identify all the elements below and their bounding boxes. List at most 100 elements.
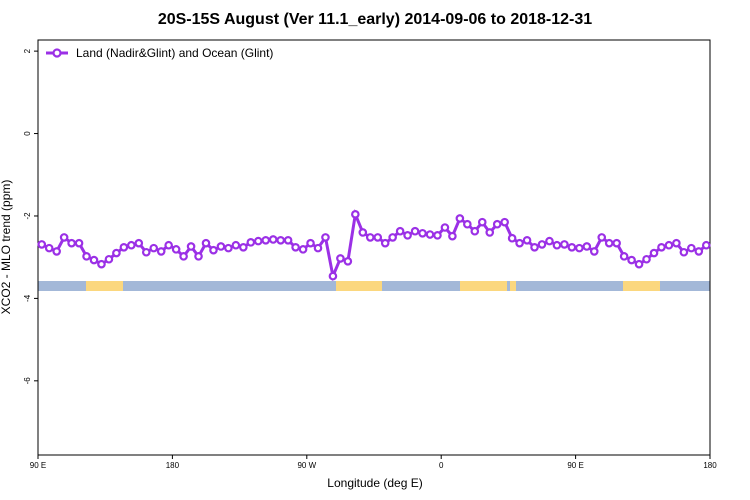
y-tick-label: 0	[23, 131, 32, 136]
data-point	[701, 240, 711, 250]
data-point	[634, 259, 644, 269]
legend-marker	[52, 48, 62, 58]
data-point	[380, 238, 390, 248]
data-point	[291, 242, 300, 252]
data-point	[216, 242, 226, 251]
data-point	[37, 240, 47, 249]
data-point	[403, 231, 412, 240]
data-point	[619, 252, 629, 261]
data-point	[89, 255, 99, 265]
x-tick-label: 90 E	[567, 461, 583, 470]
land-segment	[510, 281, 516, 291]
data-point	[261, 235, 271, 245]
data-point	[134, 238, 144, 248]
x-tick-label: 0	[439, 461, 444, 470]
data-point	[440, 223, 450, 232]
data-point	[567, 242, 577, 252]
data-point	[694, 247, 704, 256]
data-point	[425, 230, 435, 239]
data-point	[231, 240, 241, 250]
data-point	[59, 233, 69, 242]
y-tick-label: -6	[23, 377, 32, 385]
data-point	[298, 245, 308, 254]
data-point	[321, 233, 330, 242]
data-point	[156, 247, 166, 256]
plot-frame	[37, 39, 711, 456]
data-point	[194, 252, 203, 261]
land-segment	[86, 281, 123, 291]
data-point	[388, 233, 397, 242]
y-tick-label: 2	[23, 48, 32, 53]
data-point	[141, 247, 151, 257]
data-point	[500, 217, 509, 227]
x-tick-label: 90 E	[30, 461, 46, 470]
data-point	[67, 238, 76, 248]
data-point	[201, 238, 211, 248]
data-point	[470, 226, 480, 236]
data-point	[171, 245, 181, 254]
data-point	[433, 231, 442, 240]
data-point	[672, 238, 681, 248]
data-point	[657, 242, 666, 252]
data-point	[455, 214, 465, 223]
data-point	[268, 235, 278, 244]
data-point	[127, 240, 136, 250]
land-segment	[460, 281, 507, 291]
y-axis-label: XCO2 - MLO trend (ppm)	[0, 180, 13, 315]
x-tick-label: 180	[703, 461, 717, 470]
x-tick-label: 180	[166, 461, 180, 470]
data-point	[522, 235, 532, 245]
data-point	[448, 231, 457, 241]
data-point	[82, 252, 91, 261]
chart-title: 20S-15S August (Ver 11.1_early) 2014-09-…	[158, 11, 592, 28]
data-point	[351, 210, 360, 219]
data-point	[44, 243, 54, 253]
x-tick-label: 90 W	[297, 461, 316, 470]
data-point	[649, 248, 659, 258]
data-point	[313, 243, 323, 253]
data-point	[306, 238, 315, 248]
data-point	[485, 228, 495, 237]
data-point	[507, 233, 517, 243]
data-point	[575, 243, 584, 253]
data-point	[627, 255, 636, 265]
data-point	[97, 259, 106, 269]
legend-label: Land (Nadir&Glint) and Ocean (Glint)	[76, 46, 273, 60]
data-point	[492, 219, 502, 229]
data-point	[246, 238, 256, 247]
data-point	[604, 238, 614, 248]
data-point	[283, 235, 293, 245]
data-point	[679, 247, 689, 257]
data-point	[582, 242, 592, 251]
data-point	[52, 247, 61, 256]
data-point	[112, 248, 121, 258]
data-point	[410, 226, 420, 236]
data-point	[343, 257, 353, 266]
data-point	[74, 238, 84, 248]
data-point	[328, 271, 338, 281]
data-point	[365, 233, 375, 242]
data-point	[149, 243, 159, 253]
data-point	[515, 238, 524, 248]
data-point	[239, 242, 248, 252]
x-axis-label: Longitude (deg E)	[327, 476, 422, 490]
data-point	[358, 228, 368, 237]
data-point	[119, 242, 129, 252]
data-point	[395, 226, 405, 236]
land-segment	[623, 281, 660, 291]
data-point	[276, 235, 285, 245]
data-point	[104, 254, 114, 264]
data-point	[224, 243, 233, 253]
data-point	[530, 242, 539, 252]
data-point	[687, 243, 696, 253]
data-point	[418, 228, 427, 238]
land-segment	[336, 281, 382, 291]
data-point	[179, 252, 188, 261]
data-point	[209, 245, 218, 255]
data-point	[477, 217, 487, 227]
data-point	[545, 236, 554, 246]
data-point	[560, 240, 569, 249]
data-point	[186, 242, 196, 251]
data-point	[642, 254, 651, 264]
